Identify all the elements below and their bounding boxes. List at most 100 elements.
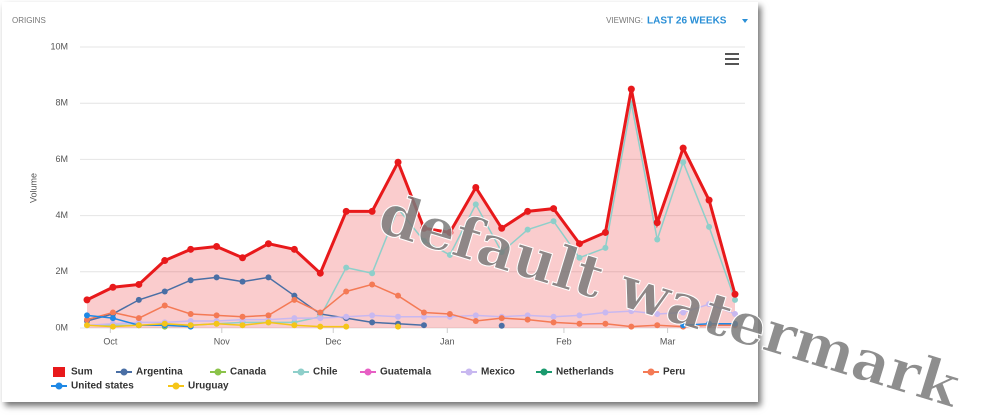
point [705, 196, 713, 204]
y-tick-label: 4M [55, 210, 68, 220]
viewing-dropdown[interactable]: LAST 26 WEEKS [647, 16, 727, 27]
point [680, 159, 687, 166]
point [420, 313, 427, 320]
legend-item[interactable]: Canada [210, 367, 267, 378]
point [187, 317, 194, 324]
point [84, 312, 90, 319]
point [161, 302, 168, 309]
point [395, 313, 402, 320]
point [550, 218, 557, 225]
point [83, 296, 91, 304]
point [343, 323, 350, 330]
point [472, 312, 479, 319]
point [368, 207, 376, 215]
point [265, 312, 272, 319]
x-tick-label: Nov [214, 336, 231, 346]
point [524, 316, 531, 323]
menu-icon[interactable] [725, 53, 739, 65]
point [628, 308, 635, 315]
dropdown-arrow[interactable] [742, 19, 748, 23]
y-tick-label: 2M [55, 266, 68, 276]
area [87, 89, 735, 329]
point [654, 236, 661, 243]
point [109, 309, 116, 316]
y-tick-label: 6M [55, 154, 68, 164]
point [187, 310, 194, 317]
legend-item[interactable]: Uruguay [168, 381, 229, 392]
point [109, 283, 117, 291]
point [472, 201, 479, 208]
point [369, 281, 376, 288]
point [706, 320, 713, 327]
legend-label: Canada [230, 367, 267, 378]
legend-item[interactable]: United states [51, 381, 134, 392]
legend-item[interactable]: Argentina [116, 367, 183, 378]
legend-label: Peru [663, 367, 685, 378]
point [732, 320, 738, 327]
x-tick-label: Mar [660, 336, 676, 346]
point [135, 322, 142, 329]
legend-label: Sum [71, 367, 93, 378]
line [86, 88, 737, 302]
point [342, 207, 350, 215]
point [680, 309, 687, 316]
point [213, 312, 220, 319]
point [317, 323, 324, 330]
point [395, 323, 402, 330]
legend-item[interactable]: Peru [643, 367, 685, 378]
point [161, 320, 168, 327]
x-tick-label: Feb [556, 336, 572, 346]
viewing-label: VIEWING: [606, 16, 643, 25]
point [654, 310, 661, 317]
legend-item[interactable]: Netherlands [536, 367, 614, 378]
point [575, 240, 583, 248]
point [446, 310, 453, 317]
legend-item[interactable]: Mexico [461, 367, 515, 378]
line [86, 303, 736, 326]
legend-item[interactable]: Chile [293, 367, 338, 378]
point [317, 309, 324, 316]
legend-item[interactable]: Guatemala [360, 367, 432, 378]
point [239, 322, 246, 329]
point [290, 245, 298, 253]
point [550, 313, 557, 320]
y-axis-label: Volume [28, 173, 38, 203]
panel [2, 2, 758, 402]
point [343, 313, 350, 320]
legend-label: Argentina [136, 367, 183, 378]
point [654, 322, 661, 329]
menu-bar[interactable] [725, 58, 739, 60]
point [395, 292, 402, 299]
legend-dot [55, 382, 63, 390]
legend-dot [214, 368, 222, 376]
point [446, 251, 453, 258]
legend-item[interactable]: Sum [53, 367, 93, 378]
point [420, 322, 427, 329]
point [161, 288, 168, 295]
point [550, 319, 557, 326]
point [524, 226, 531, 233]
point [472, 317, 479, 324]
y-tick-label: 10M [50, 41, 68, 51]
point [187, 245, 195, 253]
point [732, 296, 738, 303]
point [706, 223, 713, 230]
point [109, 315, 116, 322]
point [369, 270, 376, 277]
legend-label: United states [71, 381, 134, 392]
point [135, 280, 143, 288]
point [213, 243, 221, 251]
menu-bar[interactable] [725, 63, 739, 65]
point [265, 274, 272, 281]
menu-bar[interactable] [725, 53, 739, 55]
point [369, 312, 376, 319]
point [420, 237, 427, 244]
point [316, 269, 324, 277]
point [653, 219, 661, 227]
point [291, 322, 298, 329]
point [291, 296, 298, 303]
point [446, 228, 454, 236]
point [706, 301, 713, 308]
point [498, 224, 506, 232]
